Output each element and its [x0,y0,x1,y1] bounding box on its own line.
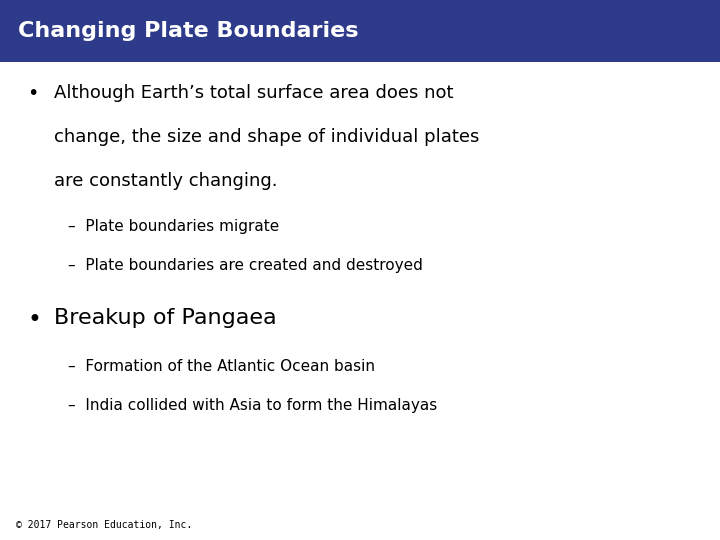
Text: change, the size and shape of individual plates: change, the size and shape of individual… [54,128,480,146]
Text: Although Earth’s total surface area does not: Although Earth’s total surface area does… [54,84,454,102]
FancyBboxPatch shape [0,0,720,62]
Text: Breakup of Pangaea: Breakup of Pangaea [54,308,276,328]
Text: Changing Plate Boundaries: Changing Plate Boundaries [18,21,359,41]
Text: © 2017 Pearson Education, Inc.: © 2017 Pearson Education, Inc. [16,520,192,530]
Text: –  Plate boundaries are created and destroyed: – Plate boundaries are created and destr… [68,258,423,273]
Text: –  India collided with Asia to form the Himalayas: – India collided with Asia to form the H… [68,398,438,413]
Text: •: • [27,84,39,103]
Text: –  Plate boundaries migrate: – Plate boundaries migrate [68,219,279,234]
Text: •: • [27,308,41,332]
Text: –  Formation of the Atlantic Ocean basin: – Formation of the Atlantic Ocean basin [68,359,375,374]
Text: are constantly changing.: are constantly changing. [54,172,277,190]
